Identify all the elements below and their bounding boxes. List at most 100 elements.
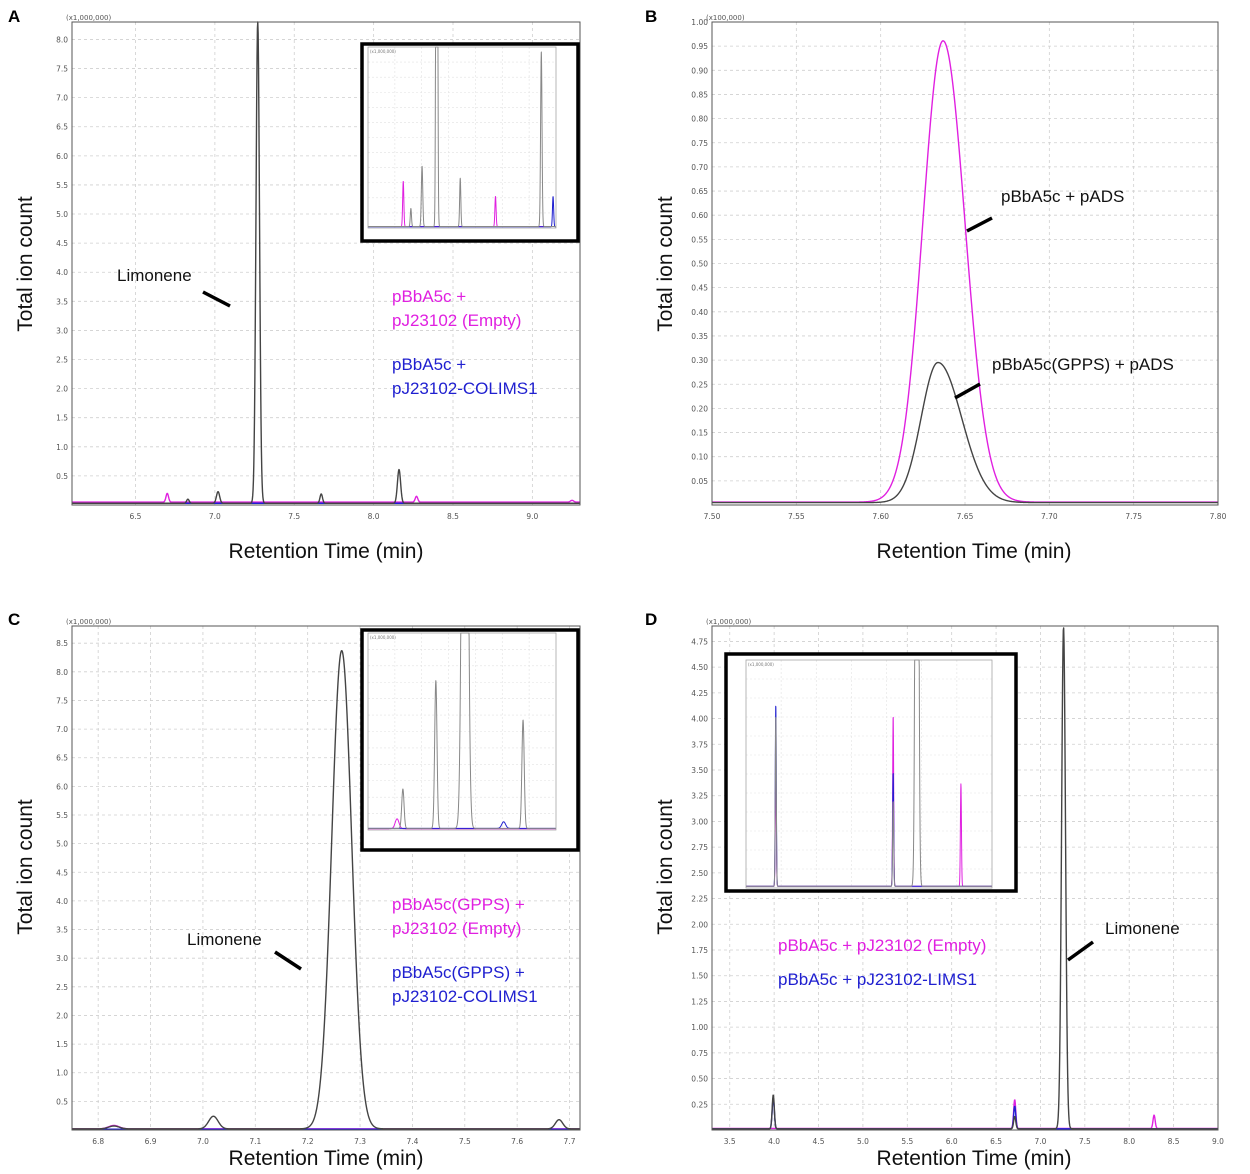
- legend-entry: pBbA5c +: [392, 287, 466, 306]
- y-tick-label: 3.50: [691, 766, 708, 775]
- y-tick-label: 0.35: [691, 332, 708, 341]
- y-tick-label: 2.0: [56, 1011, 68, 1020]
- y-tick-label: 7.0: [56, 94, 68, 103]
- x-tick-label: 7.60: [872, 512, 889, 521]
- legend-entry: pJ23102-COLIMS1: [392, 987, 538, 1006]
- x-axis-label: Retention Time (min): [229, 540, 424, 563]
- annotation-leader-line: [202, 290, 231, 308]
- y-tick-label: 3.75: [691, 740, 708, 749]
- y-tick-label: 2.0: [56, 385, 68, 394]
- peak-annotation: pBbA5c(GPPS) + pADS: [992, 355, 1174, 374]
- panel-letter: A: [8, 7, 20, 26]
- inset: (x1,000,000): [360, 42, 580, 243]
- y-tick-label: 3.0: [56, 954, 68, 963]
- inset-frame: [360, 42, 580, 243]
- y-tick-label: 6.5: [56, 754, 68, 763]
- x-tick-label: 6.9: [145, 1137, 157, 1146]
- y-tick-label: 0.75: [691, 139, 708, 148]
- inset-multiplier: (x1,000,000): [748, 662, 774, 667]
- y-tick-label: 0.50: [691, 260, 708, 269]
- annotation-leader-line: [954, 382, 981, 400]
- plot-frame: [71, 21, 581, 506]
- inset-plot-frame: [367, 46, 557, 229]
- y-tick-label: 4.00: [691, 715, 708, 724]
- panel-a: A 6.5 7.0 7.5 8.0 8.5 9.0 0.5 1.0 1.5 2.0 2.5 3.0 3.5…: [8, 7, 581, 563]
- y-tick-label: 4.5: [56, 239, 68, 248]
- x-tick-label: 5.0: [857, 1137, 869, 1146]
- x-tick-label: 4.5: [813, 1137, 825, 1146]
- annotation-leader-line: [274, 950, 302, 971]
- y-tick-label: 0.25: [691, 1100, 708, 1109]
- x-tick-label: 8.0: [368, 512, 380, 521]
- x-tick-label: 7.5: [288, 512, 300, 521]
- y-tick-label: 8.0: [56, 35, 68, 44]
- series-line-2: [711, 361, 1219, 504]
- y-tick-label: 5.5: [56, 811, 68, 820]
- y-tick-label: 0.10: [691, 453, 708, 462]
- y-tick-label: 0.90: [691, 66, 708, 75]
- x-tick-label: 8.0: [1123, 1137, 1135, 1146]
- y-tick-label: 4.50: [691, 663, 708, 672]
- y-tick-label: 0.40: [691, 308, 708, 317]
- x-tick-label: 7.0: [1034, 1137, 1046, 1146]
- y-tick-label: 2.5: [56, 356, 68, 365]
- series-line-3: [71, 21, 581, 504]
- series-line-2: [711, 1097, 1219, 1130]
- y-tick-label: 4.5: [56, 868, 68, 877]
- y-multiplier: (x100,000): [706, 14, 745, 22]
- y-multiplier: (x1,000,000): [66, 14, 111, 22]
- legend-entry: pBbA5c(GPPS) +: [392, 895, 525, 914]
- panel-letter: D: [645, 610, 657, 629]
- inset-multiplier: (x1,000,000): [370, 49, 396, 54]
- x-tick-label: 6.5: [130, 512, 142, 521]
- y-tick-label: 4.75: [691, 637, 708, 646]
- x-tick-label: 4.0: [768, 1137, 780, 1146]
- inset: (x1,000,000): [360, 628, 580, 852]
- y-tick-label: 8.5: [56, 639, 68, 648]
- y-tick-label: 0.20: [691, 404, 708, 413]
- x-tick-label: 7.75: [1125, 512, 1142, 521]
- legend-entry: pBbA5c + pJ23102-LIMS1: [778, 970, 977, 989]
- series-line-1: [71, 492, 581, 503]
- y-tick-label: 0.5: [56, 472, 68, 481]
- y-tick-label: 0.30: [691, 356, 708, 365]
- x-tick-label: 8.5: [447, 512, 459, 521]
- y-tick-label: 7.5: [56, 696, 68, 705]
- peak-annotation: Limonene: [187, 930, 262, 949]
- y-tick-label: 2.5: [56, 983, 68, 992]
- y-axis-label: Total ion count: [14, 196, 37, 332]
- y-tick-label: 4.25: [691, 689, 708, 698]
- x-tick-label: 3.5: [724, 1137, 736, 1146]
- y-tick-label: 5.5: [56, 181, 68, 190]
- panel-c: C 6.8 6.9 7.0 7.1 7.2 7.3 7.4 7.5 7.6 7.7 0.5 1.0 1.5…: [8, 610, 581, 1170]
- y-tick-label: 0.95: [691, 42, 708, 51]
- x-tick-label: 7.5: [459, 1137, 471, 1146]
- legend-entry: pJ23102 (Empty): [392, 919, 521, 938]
- inset-series-line-3: [367, 46, 557, 227]
- y-tick-label: 6.5: [56, 123, 68, 132]
- x-axis-label: Retention Time (min): [229, 1147, 424, 1170]
- y-tick-label: 0.25: [691, 380, 708, 389]
- y-multiplier: (x1,000,000): [66, 618, 111, 626]
- y-tick-label: 0.85: [691, 90, 708, 99]
- y-axis-label: Total ion count: [654, 196, 677, 332]
- y-tick-label: 3.00: [691, 817, 708, 826]
- peak-annotation: Limonene: [117, 266, 192, 285]
- x-tick-label: 7.1: [249, 1137, 261, 1146]
- x-tick-label: 7.50: [704, 512, 721, 521]
- x-tick-label: 7.7: [564, 1137, 576, 1146]
- y-tick-label: 1.0: [56, 1069, 68, 1078]
- inset: (x1,000,000): [724, 652, 1018, 893]
- y-tick-label: 0.15: [691, 429, 708, 438]
- legend-entry: pJ23102-COLIMS1: [392, 379, 538, 398]
- y-tick-label: 7.5: [56, 65, 68, 74]
- plot-frame: [71, 625, 581, 1131]
- series-line-3: [71, 649, 581, 1130]
- y-tick-label: 1.25: [691, 997, 708, 1006]
- y-tick-label: 1.75: [691, 946, 708, 955]
- legend-entry: pJ23102 (Empty): [392, 311, 521, 330]
- x-tick-label: 7.4: [406, 1137, 418, 1146]
- y-tick-label: 1.5: [56, 1040, 68, 1049]
- peak-annotation: Limonene: [1105, 919, 1180, 938]
